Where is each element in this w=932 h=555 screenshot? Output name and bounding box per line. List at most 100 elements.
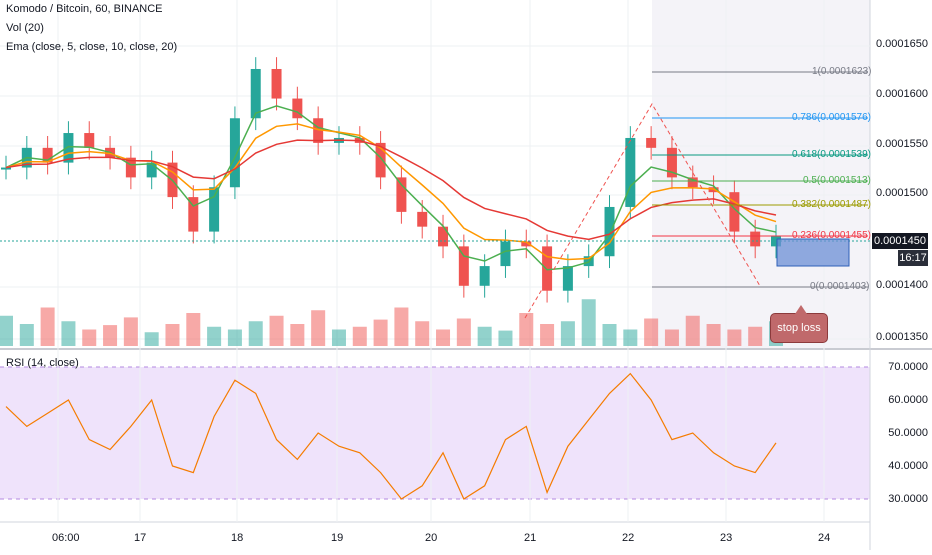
volume-bar — [144, 332, 159, 346]
rsi-line — [5, 372, 777, 500]
fib-label: 0.5(0.0001513) — [803, 175, 871, 186]
candle-body — [250, 68, 261, 119]
price-tick: 0.0001600 — [876, 88, 928, 100]
candle-body — [146, 162, 157, 178]
projection-box — [776, 238, 850, 267]
fib-label: 0(0.0001403) — [810, 281, 870, 292]
volume-bars — [0, 299, 783, 346]
legend-symbol[interactable]: Komodo / Bitcoin, 60, BINANCE — [6, 3, 163, 15]
volume-bar — [0, 315, 13, 346]
candle-body — [438, 226, 449, 247]
volume-bar — [352, 326, 367, 346]
volume-bar — [602, 324, 617, 346]
volume-bar — [706, 324, 721, 346]
fib-label: 0.786(0.0001576) — [792, 112, 871, 123]
rsi-tick: 40.0000 — [888, 460, 928, 472]
volume-bar — [165, 324, 180, 346]
volume-bar — [290, 324, 305, 346]
candle-body — [63, 133, 74, 163]
volume-bar — [248, 321, 263, 346]
volume-bar — [456, 318, 471, 346]
time-tick: 21 — [524, 532, 537, 544]
price-tick: 0.0001350 — [876, 331, 928, 343]
fibonacci-levels — [652, 71, 868, 288]
candle-body — [479, 266, 490, 286]
volume-bar — [727, 329, 742, 346]
volume-bar — [394, 307, 409, 346]
candle-body — [125, 157, 136, 178]
price-tick: 0.0001400 — [876, 279, 928, 291]
candle-body — [729, 192, 740, 232]
volume-bar — [123, 317, 138, 346]
fib-label: 0.618(0.0001539) — [792, 149, 871, 160]
legend-rsi[interactable]: RSI (14, close) — [6, 357, 79, 369]
candle-body — [646, 137, 657, 148]
candle-body — [750, 231, 761, 247]
time-tick: 06:00 — [52, 532, 80, 544]
volume-bar — [519, 313, 534, 346]
candlestick-series — [1, 57, 781, 303]
fib-trend-line — [524, 103, 761, 319]
fib-label: 0.236(0.0001455) — [792, 230, 871, 241]
time-tick: 19 — [331, 532, 344, 544]
last-price-tag: 0.0001450 — [872, 233, 928, 249]
candle-body — [229, 118, 240, 188]
candle-body — [271, 68, 282, 99]
volume-bar — [186, 313, 201, 346]
fib-label: 1(0.0001623) — [812, 66, 872, 77]
stop-loss-callout[interactable]: stop loss — [770, 305, 828, 343]
volume-bar — [40, 307, 55, 346]
candle-body — [417, 211, 428, 227]
volume-bar — [560, 321, 575, 346]
volume-bar — [269, 315, 284, 346]
volume-bar — [581, 299, 596, 346]
candle-body — [313, 118, 324, 143]
volume-bar — [311, 310, 326, 346]
candle-body — [542, 246, 553, 291]
volume-bar — [373, 319, 388, 346]
ema-5-line — [5, 105, 777, 271]
candle-body — [1, 167, 11, 170]
candle-body — [625, 137, 636, 207]
candle-body — [42, 147, 53, 163]
volume-bar — [623, 329, 638, 346]
volume-bar — [227, 329, 242, 346]
volume-bar — [748, 326, 763, 346]
rsi-band — [0, 367, 870, 499]
fib-label: 0.382(0.0001487) — [792, 199, 871, 210]
legend-ema[interactable]: Ema (close, 5, close, 10, close, 20) — [6, 41, 178, 53]
candle-body — [84, 133, 95, 148]
time-tick: 20 — [425, 532, 438, 544]
candle-body — [396, 177, 407, 212]
candle-body — [375, 142, 386, 178]
candle-body — [292, 98, 303, 119]
candle-body — [500, 241, 511, 267]
ema-lines — [5, 105, 777, 271]
volume-bar — [664, 329, 679, 346]
rsi-line-group — [5, 372, 777, 500]
candle-body — [188, 197, 199, 232]
rsi-tick: 60.0000 — [888, 394, 928, 406]
time-tick: 24 — [818, 532, 831, 544]
candle-body — [666, 147, 677, 178]
price-tick: 0.0001550 — [876, 138, 928, 150]
volume-bar — [61, 321, 76, 346]
price-tick: 0.0001500 — [876, 187, 928, 199]
candle-body — [209, 187, 220, 232]
legend-volume[interactable]: Vol (20) — [6, 22, 44, 34]
time-tick: 22 — [622, 532, 635, 544]
candle-body — [521, 241, 532, 247]
ema-20-line — [5, 139, 777, 241]
volume-bar — [477, 326, 492, 346]
candle-body — [687, 177, 698, 188]
volume-bar — [207, 326, 222, 346]
candle-body — [604, 206, 615, 257]
time-tick: 18 — [231, 532, 244, 544]
countdown-tag: 16:17 — [898, 250, 928, 266]
volume-bar — [19, 324, 34, 346]
volume-bar — [82, 329, 97, 346]
volume-bar — [103, 325, 118, 346]
candle-body — [458, 246, 469, 286]
